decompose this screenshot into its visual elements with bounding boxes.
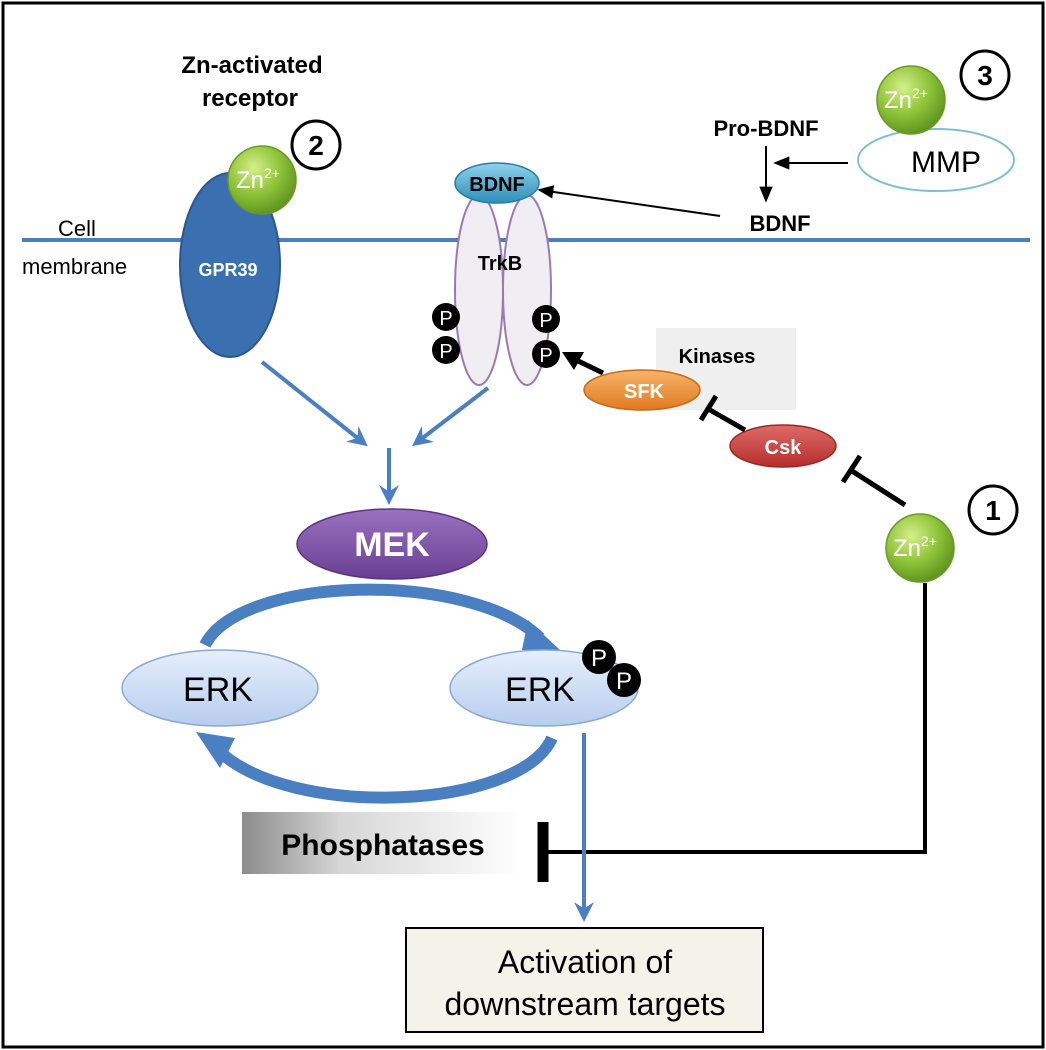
svg-text:1: 1 xyxy=(985,495,1001,526)
title-line1: Zn-activated xyxy=(181,52,322,79)
sfk-activation-arrowhead xyxy=(562,352,584,370)
bdnf-bound-label: BDNF xyxy=(469,174,525,196)
mek-phosphorylation-cycle-arrow xyxy=(199,583,545,649)
downstream-targets-box xyxy=(405,927,764,1033)
mek-phosphorylation-cycle-arrowhead xyxy=(522,620,560,650)
trkb-label: TrkB xyxy=(478,253,522,275)
phosphatases-label: Phosphatases xyxy=(281,829,484,862)
bdnf-free-label: BDNF xyxy=(749,211,810,236)
mmp-enzyme xyxy=(857,128,1015,192)
trkb-to-mek-arrow xyxy=(412,386,490,447)
erk-phospho-top: P xyxy=(582,640,616,674)
badge-two: 2 xyxy=(290,119,342,171)
membrane-label-line2: membrane xyxy=(22,254,127,279)
mmp-label: MMP xyxy=(911,146,981,179)
zinc-inhibits-csk xyxy=(850,468,907,508)
svg-text:P: P xyxy=(591,645,607,672)
svg-text:Zn2+: Zn2+ xyxy=(236,165,280,194)
pro-bdnf-label: Pro-BDNF xyxy=(713,116,818,141)
zinc-ion-gpr39: Zn2+ xyxy=(227,145,297,215)
mek-kinase xyxy=(296,508,488,580)
csk-inhibits-sfk xyxy=(708,407,747,433)
trkb-phospho-right-top: P xyxy=(532,305,560,333)
zinc-ion-mmp: Zn2+ xyxy=(876,65,946,135)
trkb-phospho-right-bottom: P xyxy=(532,340,560,368)
erk-right-label: ERK xyxy=(505,671,575,709)
zinc-inhibits-phosphatases-line xyxy=(543,583,927,854)
membrane-label-line1: Cell xyxy=(58,216,96,241)
csk-label: Csk xyxy=(765,437,803,459)
svg-text:P: P xyxy=(616,668,632,695)
csk-kinase xyxy=(729,424,837,468)
svg-text:P: P xyxy=(439,308,452,330)
gpr39-to-mek-arrow xyxy=(260,360,368,447)
downstream-line2: downstream targets xyxy=(444,986,725,1022)
bdnf-binding-arrow xyxy=(537,185,721,217)
csk-inhibits-sfk-bar xyxy=(698,394,719,422)
badge-one: 1 xyxy=(967,484,1019,536)
zinc-ion-free: Zn2+ xyxy=(885,513,955,583)
svg-text:Zn2+: Zn2+ xyxy=(893,533,937,562)
zinc-inhibits-csk-bar xyxy=(840,454,863,484)
trkb-phospho-left-top: P xyxy=(432,303,460,331)
erk-unphosphorylated xyxy=(121,649,319,727)
mek-label: MEK xyxy=(354,526,430,564)
bdnf-bound-receptor xyxy=(454,162,540,204)
dephosphorylation-cycle-arrowhead xyxy=(196,732,235,768)
svg-text:P: P xyxy=(539,310,552,332)
svg-text:P: P xyxy=(439,341,452,363)
trkb-phospho-left-bottom: P xyxy=(432,336,460,364)
kinases-label: Kinases xyxy=(679,346,756,368)
badge-three: 3 xyxy=(959,49,1011,101)
downstream-line1: Activation of xyxy=(498,944,672,980)
phosphatases-box xyxy=(242,812,522,874)
sfk-label: SFK xyxy=(624,381,665,403)
gpr39-label: GPR39 xyxy=(198,260,257,280)
dephosphorylation-cycle-arrow xyxy=(213,735,558,804)
title-line2: receptor xyxy=(202,85,298,112)
svg-text:2: 2 xyxy=(308,130,324,161)
erk-phospho-bottom: P xyxy=(607,663,641,697)
svg-text:Zn2+: Zn2+ xyxy=(884,85,928,114)
erk-left-label: ERK xyxy=(183,671,253,709)
sfk-kinase xyxy=(583,369,701,411)
svg-text:3: 3 xyxy=(977,60,993,91)
svg-text:P: P xyxy=(539,345,552,367)
